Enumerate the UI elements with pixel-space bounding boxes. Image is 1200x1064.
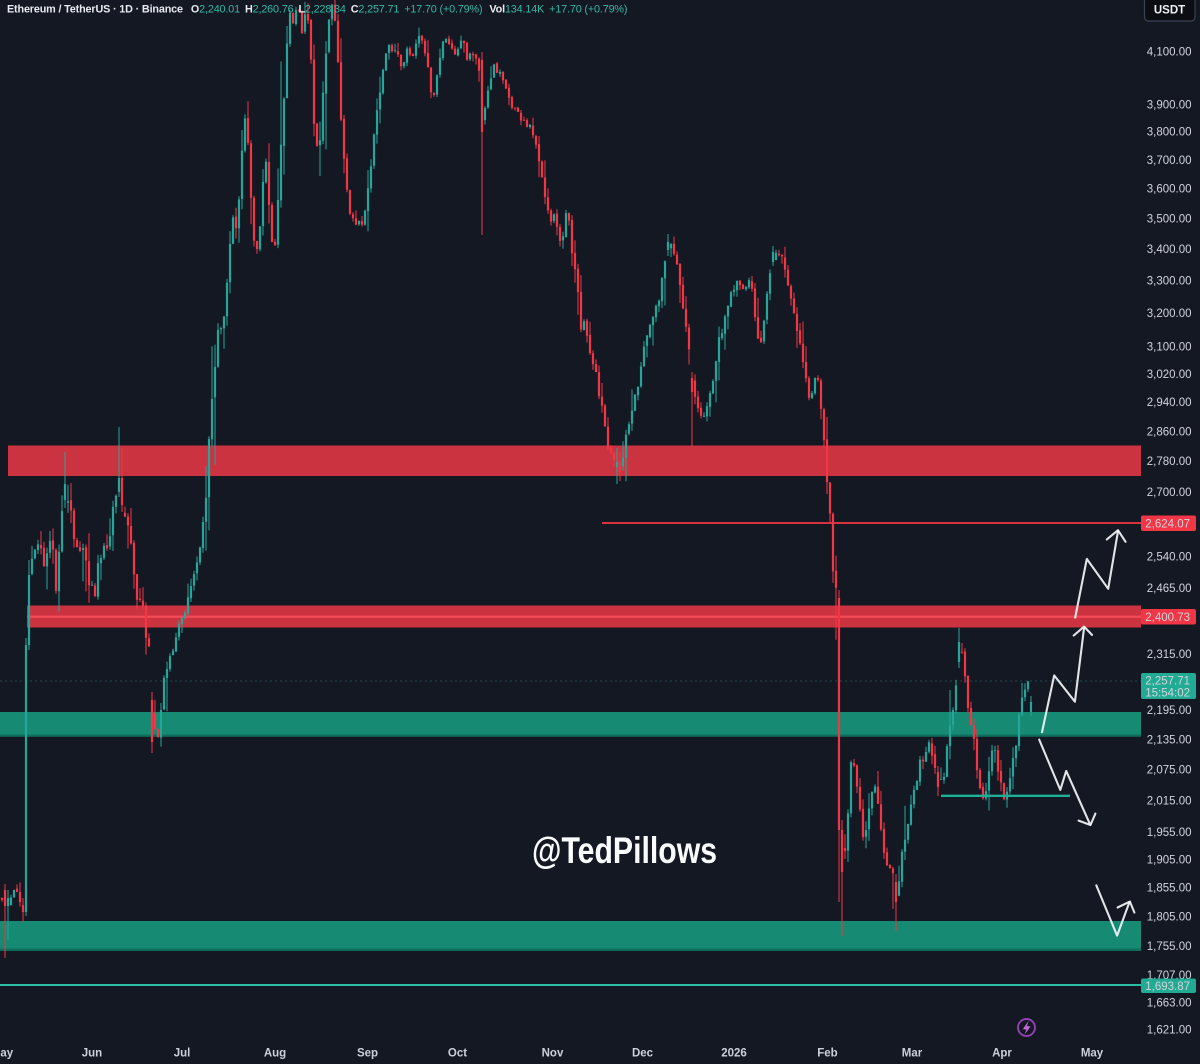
svg-text:4,100.00: 4,100.00 <box>1147 47 1192 59</box>
svg-text:1,855.00: 1,855.00 <box>1147 883 1192 895</box>
svg-text:Jun: Jun <box>82 1048 102 1060</box>
svg-text:Ethereum / TetherUS · 1D · Bin: Ethereum / TetherUS · 1D · Binance O2,240… <box>7 4 627 16</box>
svg-text:2,465.00: 2,465.00 <box>1147 583 1192 595</box>
svg-text:3,800.00: 3,800.00 <box>1147 127 1192 139</box>
svg-text:1,955.00: 1,955.00 <box>1147 827 1192 839</box>
svg-text:3,400.00: 3,400.00 <box>1147 244 1192 256</box>
svg-text:2,015.00: 2,015.00 <box>1147 795 1192 807</box>
svg-text:3,700.00: 3,700.00 <box>1147 155 1192 167</box>
svg-text:1,693.87: 1,693.87 <box>1145 981 1190 993</box>
svg-text:1,621.00: 1,621.00 <box>1147 1025 1192 1037</box>
svg-text:@TedPillows: @TedPillows <box>532 830 717 871</box>
svg-text:Apr: Apr <box>992 1048 1012 1060</box>
svg-text:Oct: Oct <box>448 1048 467 1060</box>
svg-text:May: May <box>0 1048 14 1060</box>
svg-text:3,300.00: 3,300.00 <box>1147 275 1192 287</box>
svg-text:3,020.00: 3,020.00 <box>1147 369 1192 381</box>
svg-text:3,600.00: 3,600.00 <box>1147 184 1192 196</box>
svg-text:Sep: Sep <box>357 1048 378 1060</box>
svg-text:3,100.00: 3,100.00 <box>1147 341 1192 353</box>
svg-text:2,400.73: 2,400.73 <box>1145 612 1190 624</box>
svg-text:2,780.00: 2,780.00 <box>1147 456 1192 468</box>
svg-text:2,195.00: 2,195.00 <box>1147 705 1192 717</box>
svg-text:1,755.00: 1,755.00 <box>1147 941 1192 953</box>
svg-text:2026: 2026 <box>721 1048 747 1060</box>
svg-text:2,624.07: 2,624.07 <box>1145 519 1190 531</box>
svg-text:2,860.00: 2,860.00 <box>1147 426 1192 438</box>
svg-text:Aug: Aug <box>264 1048 286 1060</box>
svg-text:Mar: Mar <box>902 1048 923 1060</box>
svg-text:3,200.00: 3,200.00 <box>1147 308 1192 320</box>
svg-text:3,500.00: 3,500.00 <box>1147 213 1192 225</box>
svg-text:2,700.00: 2,700.00 <box>1147 487 1192 499</box>
svg-text:Nov: Nov <box>542 1048 564 1060</box>
svg-text:15:54:02: 15:54:02 <box>1145 688 1190 700</box>
svg-text:1,663.00: 1,663.00 <box>1147 998 1192 1010</box>
svg-text:2,075.00: 2,075.00 <box>1147 764 1192 776</box>
svg-text:Dec: Dec <box>632 1048 654 1060</box>
svg-text:May: May <box>1081 1048 1104 1060</box>
svg-text:3,900.00: 3,900.00 <box>1147 99 1192 111</box>
svg-text:2,257.71: 2,257.71 <box>1145 676 1190 688</box>
svg-text:USDT: USDT <box>1154 5 1185 17</box>
svg-text:2,540.00: 2,540.00 <box>1147 551 1192 563</box>
svg-text:1,805.00: 1,805.00 <box>1147 911 1192 923</box>
svg-text:Jul: Jul <box>174 1048 191 1060</box>
svg-text:2,315.00: 2,315.00 <box>1147 649 1192 661</box>
svg-text:2,940.00: 2,940.00 <box>1147 397 1192 409</box>
svg-text:1,905.00: 1,905.00 <box>1147 855 1192 867</box>
svg-text:Feb: Feb <box>817 1048 837 1060</box>
svg-text:2,135.00: 2,135.00 <box>1147 734 1192 746</box>
